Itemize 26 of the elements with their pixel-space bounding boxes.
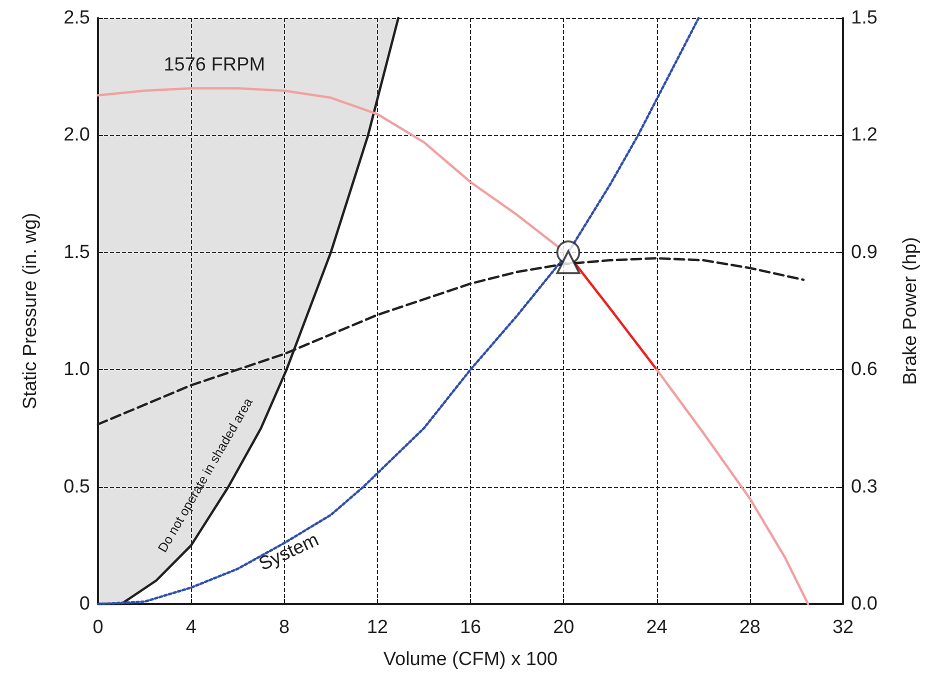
y-tick-label: 0 <box>79 594 90 614</box>
y-tick-label: 2.5 <box>64 8 90 28</box>
y-tick-label: 0.5 <box>64 476 90 498</box>
y-tick-label: 1.5 <box>64 242 90 263</box>
y2-tick-label: 0.3 <box>851 476 878 498</box>
x-tick-label: 24 <box>646 617 668 638</box>
x-tick-label: 28 <box>739 617 760 638</box>
y-tick-label: 2.0 <box>64 124 90 146</box>
y2-axis-title: Brake Power (hp) <box>900 237 921 385</box>
y-axis-title: Static Pressure (in. wg) <box>20 212 41 410</box>
y2-tick-label: 1.5 <box>851 8 878 28</box>
y2-tick-label: 0.0 <box>851 594 878 614</box>
x-tick-label: 20 <box>553 617 574 638</box>
x-tick-label: 12 <box>366 617 388 638</box>
x-tick-label: 0 <box>92 617 104 638</box>
annotation: 1576 FRPM <box>164 54 266 76</box>
y2-tick-label: 0.6 <box>851 359 878 380</box>
x-tick-label: 8 <box>278 617 290 638</box>
y2-tick-label: 0.9 <box>851 242 878 263</box>
x-tick-label: 32 <box>832 617 854 638</box>
x-tick-label: 4 <box>186 617 197 638</box>
y-tick-label: 1.0 <box>64 359 90 380</box>
x-tick-label: 16 <box>460 617 482 638</box>
line-series <box>656 368 810 606</box>
y2-tick-label: 1.2 <box>851 124 878 146</box>
x-axis-title: Volume (CFM) x 100 <box>383 649 558 670</box>
